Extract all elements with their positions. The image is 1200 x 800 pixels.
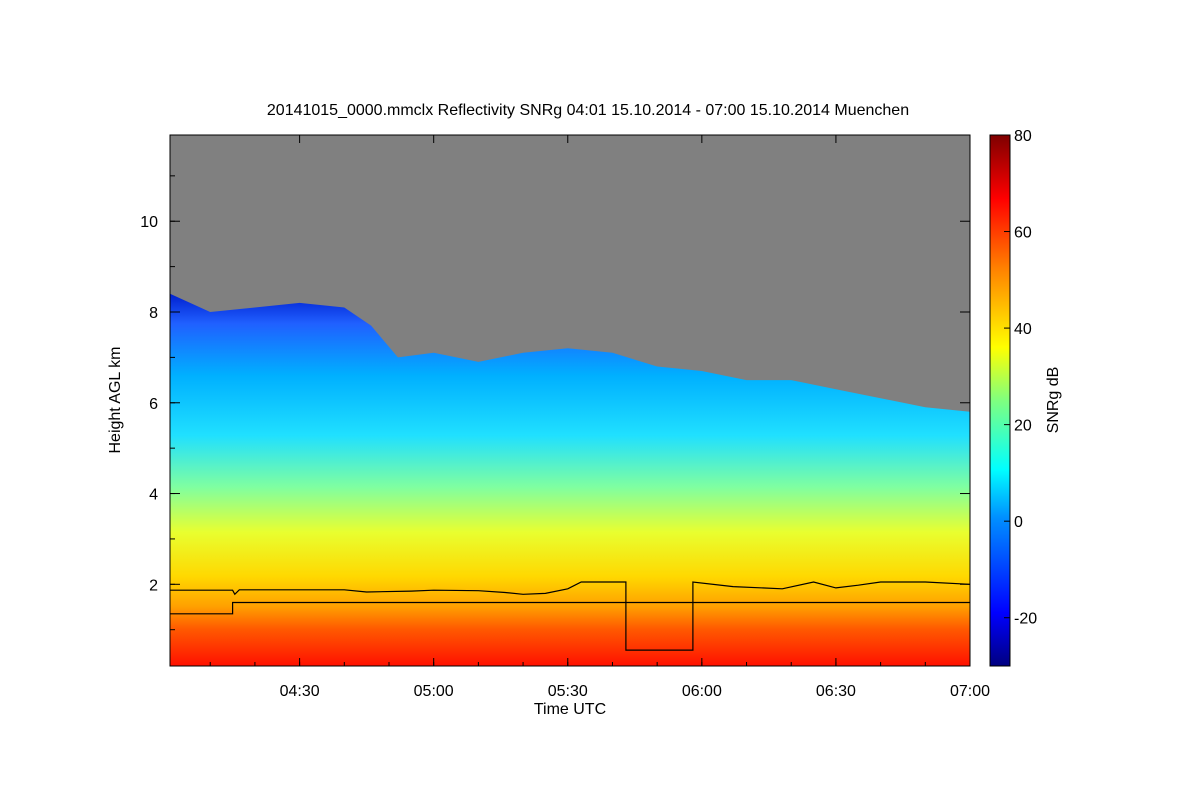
chart-title: 20141015_0000.mmclx Reflectivity SNRg 04… xyxy=(267,102,909,119)
colorbar-tick-label: 60 xyxy=(1014,225,1032,242)
series-line-2 xyxy=(170,601,970,615)
y-tick-label: 10 xyxy=(140,214,158,231)
series-line-1 xyxy=(170,581,970,651)
y-tick-label: 8 xyxy=(149,305,158,322)
x-tick-label: 04:30 xyxy=(280,683,320,700)
x-tick-label: 07:00 xyxy=(950,683,990,700)
x-tick-label: 05:30 xyxy=(548,683,588,700)
colorbar-tick-label: 80 xyxy=(1014,128,1032,145)
y-axis-label: Height AGL km xyxy=(107,346,124,453)
colorbar-label: SNRg dB xyxy=(1045,367,1062,434)
colorbar xyxy=(989,134,1011,667)
y-tick-label: 6 xyxy=(149,396,158,413)
colorbar-tick-label: 40 xyxy=(1014,321,1032,338)
colorbar-tick-label: -20 xyxy=(1014,611,1037,628)
colorbar-tick-label: 20 xyxy=(1014,418,1032,435)
y-tick-label: 2 xyxy=(149,577,158,594)
colorbar-tick-label: 0 xyxy=(1014,514,1023,531)
plot-frame xyxy=(169,134,971,667)
y-tick-label: 4 xyxy=(149,487,158,504)
x-tick-label: 06:00 xyxy=(682,683,722,700)
x-tick-label: 05:00 xyxy=(414,683,454,700)
echo-field xyxy=(170,293,970,666)
x-tick-label: 06:30 xyxy=(816,683,856,700)
x-axis-label: Time UTC xyxy=(534,701,606,718)
